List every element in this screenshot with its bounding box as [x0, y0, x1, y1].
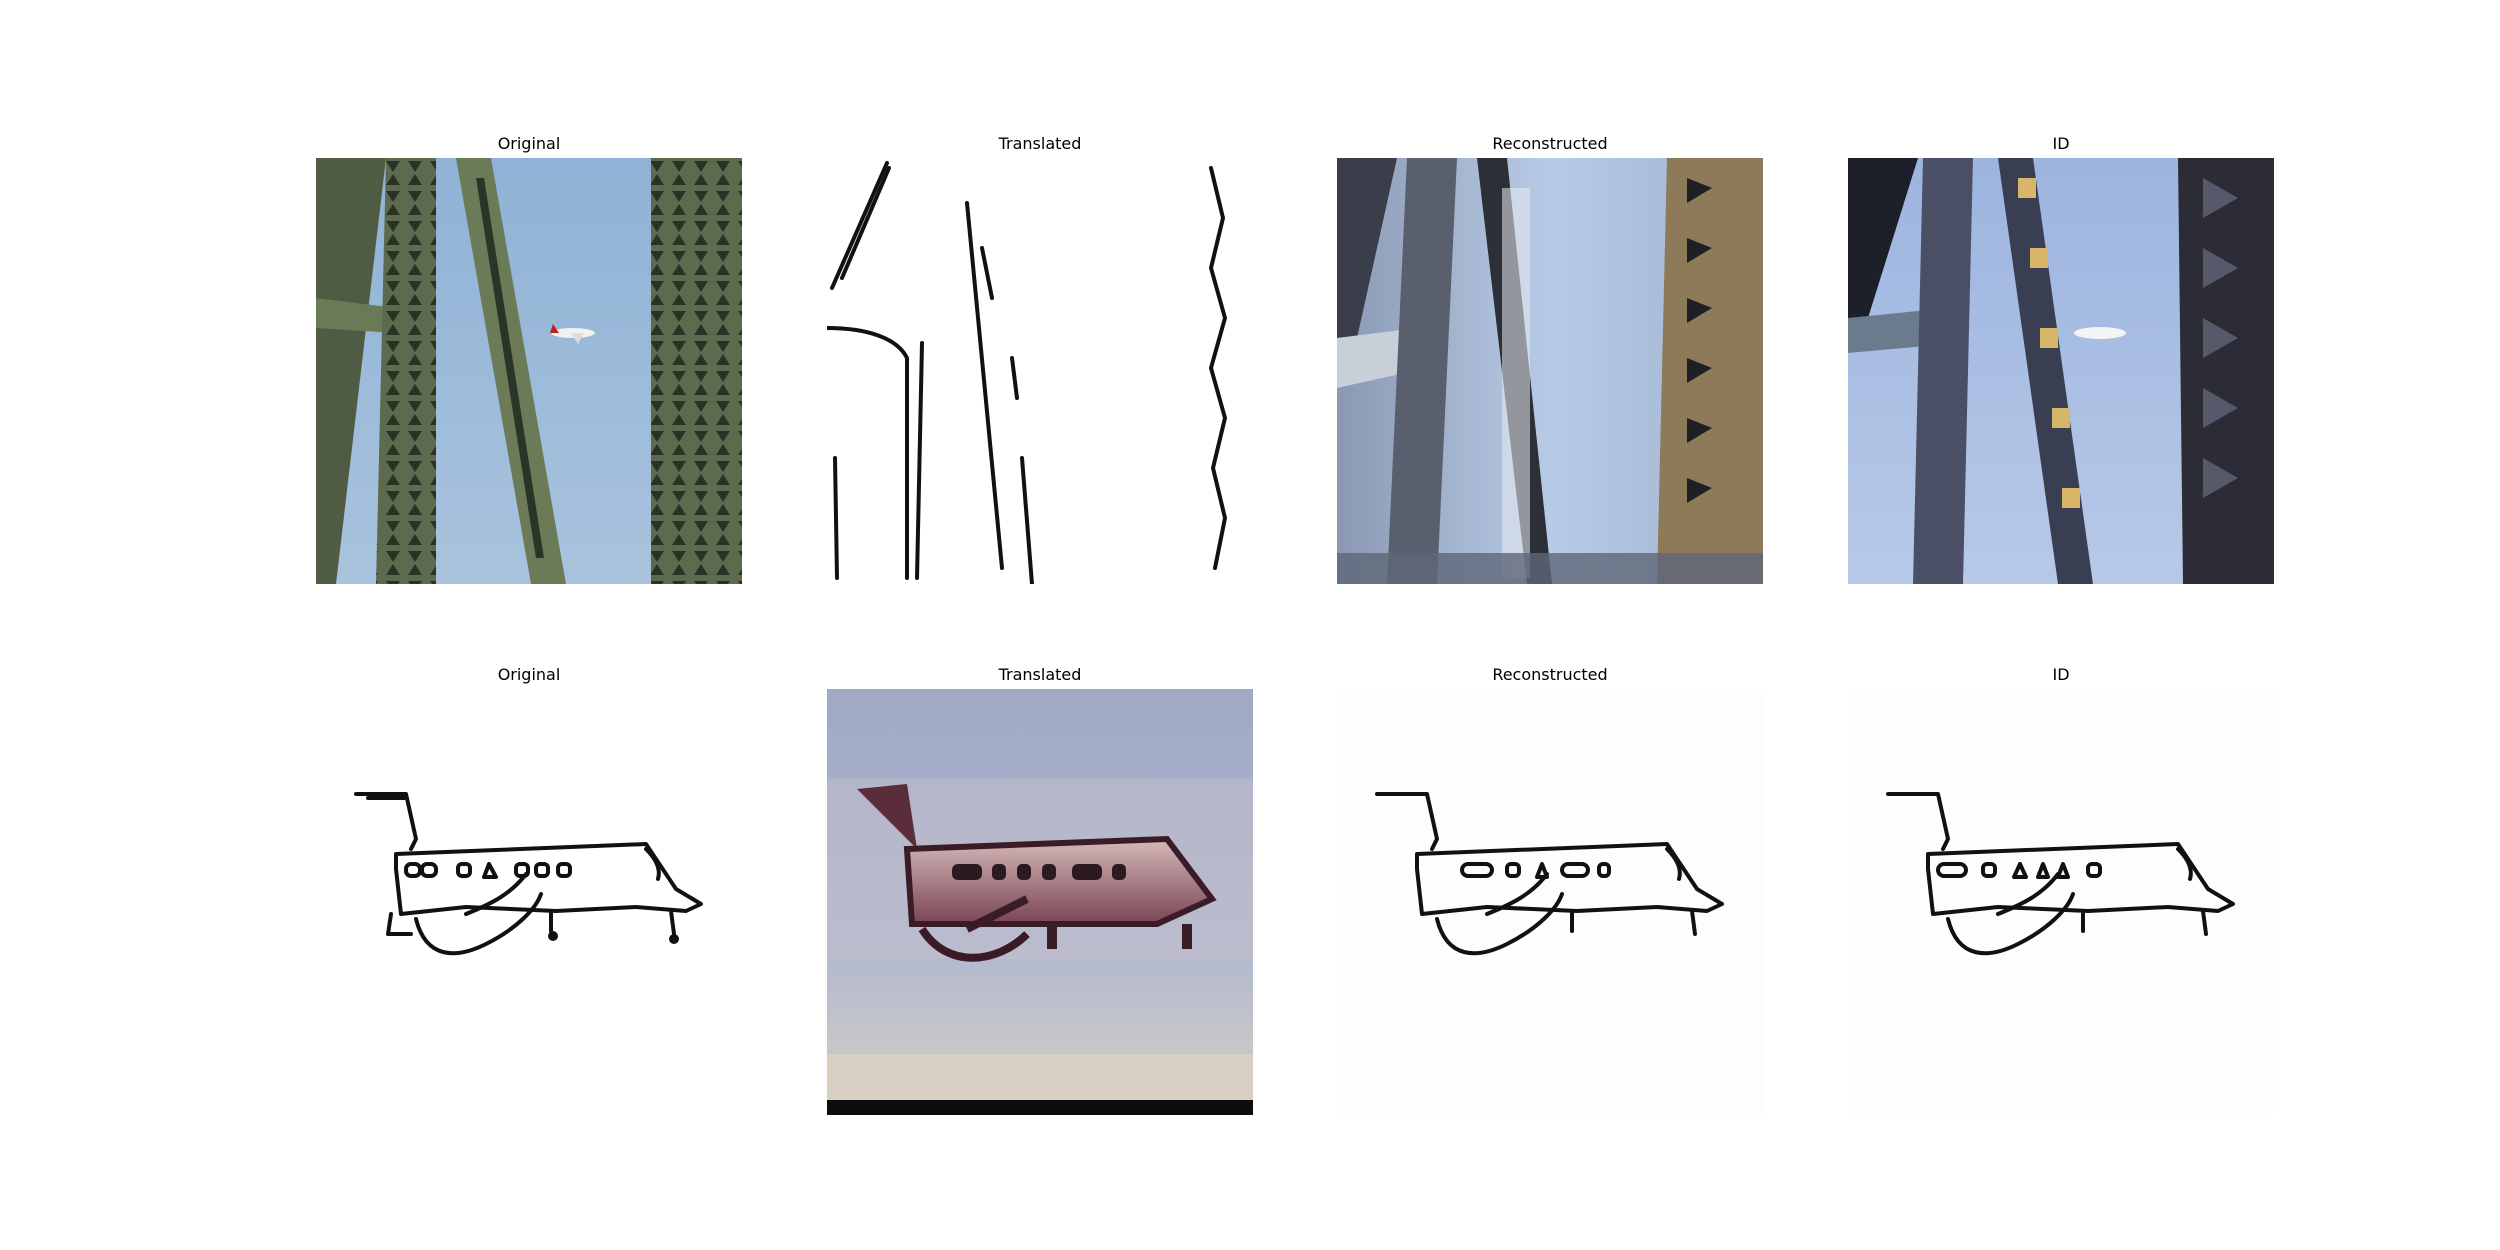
panel-title: Translated: [827, 665, 1253, 685]
panel-title: Reconstructed: [1337, 134, 1763, 154]
identity-bridge-image: [1848, 158, 2274, 584]
reconstructed-bridge-image: [1337, 158, 1763, 584]
row2-translated-panel: Translated: [827, 689, 1253, 1115]
panel-title: Original: [316, 665, 742, 685]
identity-airplane-sketch: [1848, 689, 2274, 1115]
airplane-sketch-image: [316, 689, 742, 1115]
panel-title: Original: [316, 134, 742, 154]
panel-title: Translated: [827, 134, 1253, 154]
row2-original-panel: Original: [316, 689, 742, 1115]
row1-reconstructed-panel: Reconstructed: [1337, 158, 1763, 584]
panel-title: Reconstructed: [1337, 665, 1763, 685]
bridge-photo: [316, 158, 742, 584]
panel-title: ID: [1848, 134, 2274, 154]
row1-original-panel: Original: [316, 158, 742, 584]
row1-id-panel: ID: [1848, 158, 2274, 584]
row1-translated-panel: Translated: [827, 158, 1253, 584]
translated-airplane-photo: [827, 689, 1253, 1115]
row2-id-panel: ID: [1848, 689, 2274, 1115]
reconstructed-airplane-sketch: [1337, 689, 1763, 1115]
panel-title: ID: [1848, 665, 2274, 685]
edge-sketch-image: [827, 158, 1253, 584]
row2-reconstructed-panel: Reconstructed: [1337, 689, 1763, 1115]
